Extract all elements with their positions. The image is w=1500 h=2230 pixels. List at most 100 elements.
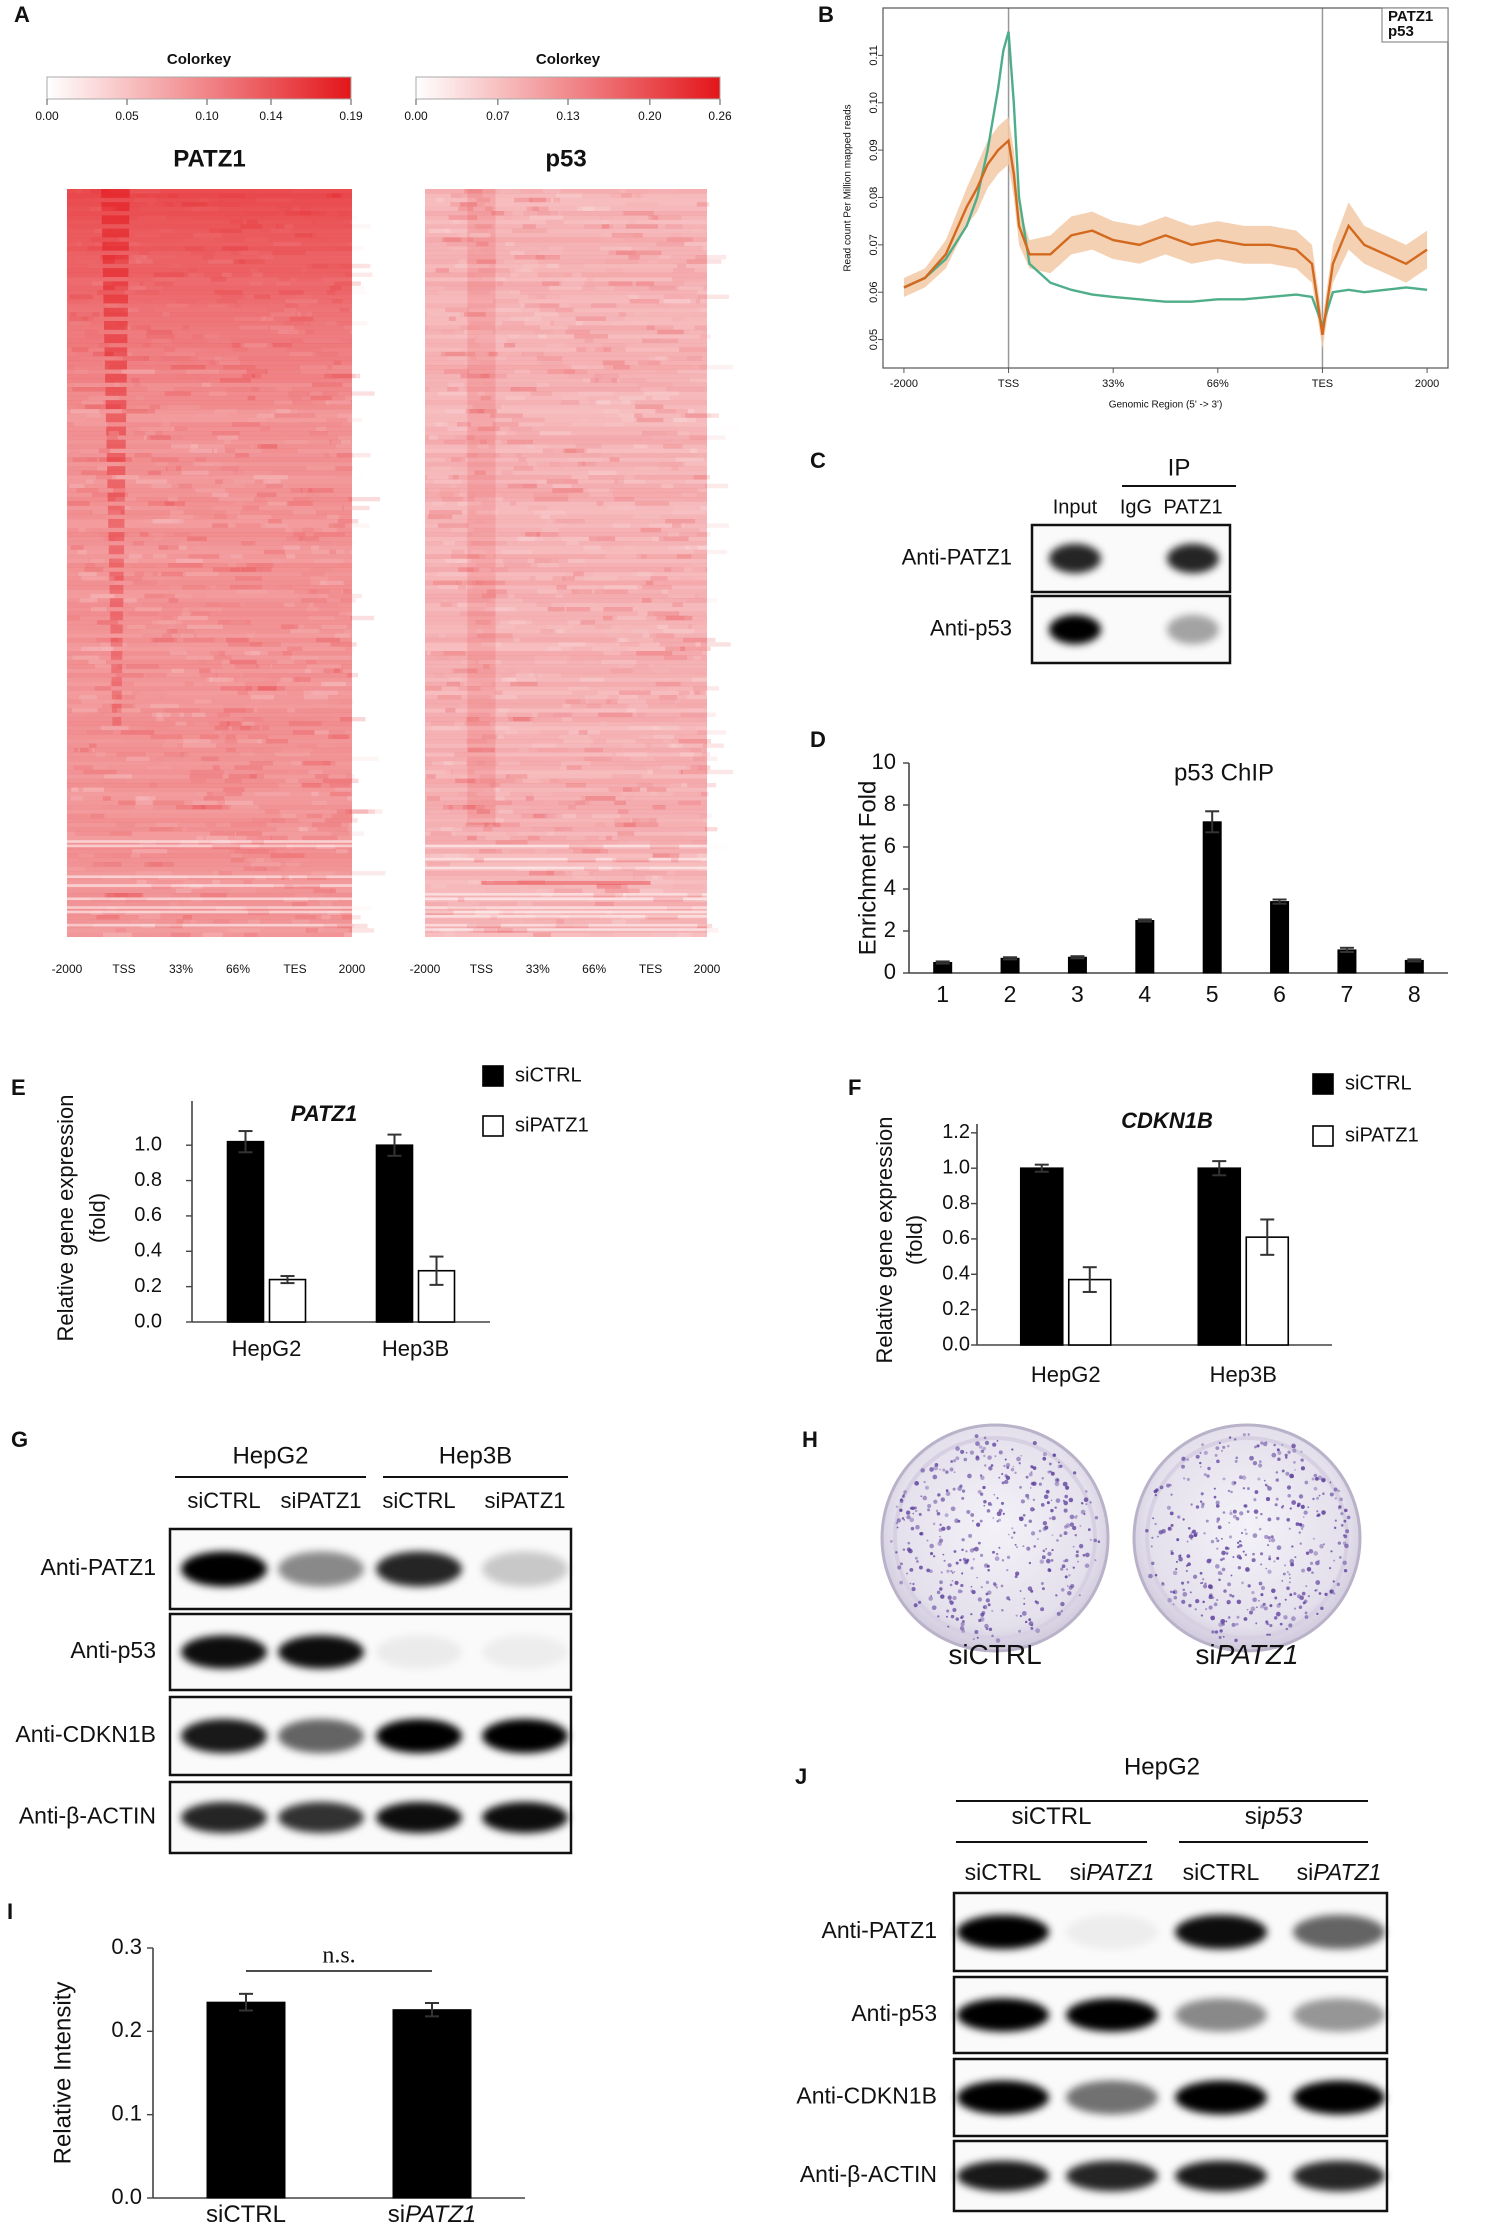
heatmap-cell	[578, 730, 588, 735]
heatmap-row	[425, 800, 707, 806]
colony	[1023, 1602, 1026, 1605]
colony	[1259, 1552, 1264, 1556]
colorkey-tick-label: 0.20	[638, 109, 662, 123]
colony	[1289, 1577, 1291, 1579]
colony	[1204, 1582, 1207, 1585]
heatmap-row	[425, 783, 707, 788]
blot-lane-label-part: PATZ1	[1086, 1859, 1154, 1885]
heatmap-cell	[563, 739, 594, 744]
heatmap-cell	[689, 646, 698, 651]
heatmap-cell	[594, 373, 620, 379]
colony	[1044, 1525, 1049, 1530]
heatmap-cell	[235, 576, 262, 581]
x-tick-label: 66%	[1207, 378, 1229, 390]
heatmap-cell	[501, 470, 513, 475]
y-tick-label: 0.07	[868, 234, 880, 255]
heatmap-cell	[547, 831, 554, 836]
heatmap-cell	[562, 281, 585, 286]
heatmap-cell	[629, 299, 660, 304]
heatmap-cell	[220, 686, 253, 691]
heatmap-cell	[305, 607, 319, 612]
heatmap-cell	[219, 602, 245, 607]
heatmap-cell	[190, 932, 223, 937]
heatmap-cell	[267, 501, 289, 506]
heatmap-cell	[349, 928, 375, 933]
heatmap-cell	[473, 567, 491, 572]
heatmap-cell	[149, 783, 158, 788]
heatmap-cell	[505, 395, 525, 401]
colony	[1225, 1620, 1228, 1623]
heatmap-cell	[349, 822, 378, 827]
colony	[1206, 1474, 1210, 1478]
heatmap-shade	[467, 189, 496, 825]
heatmap-cell	[212, 567, 241, 572]
colony	[1230, 1574, 1233, 1577]
heatmap-cell	[641, 598, 652, 603]
heatmap-cell	[306, 875, 327, 880]
x-tick-label: TSS	[998, 378, 1019, 390]
heatmap-cell	[329, 783, 351, 788]
heatmap-row	[425, 615, 707, 621]
heatmap-cell	[75, 831, 110, 836]
heatmap-cell	[299, 818, 326, 823]
colony	[1051, 1548, 1054, 1552]
y-tick-label: 10	[872, 749, 896, 774]
heatmap-cell	[313, 506, 342, 510]
heatmap-cell	[113, 523, 130, 527]
heatmap-row	[425, 910, 707, 914]
colony	[1216, 1598, 1219, 1602]
colony	[1312, 1497, 1315, 1501]
heatmap-cell	[640, 387, 667, 392]
colony	[1263, 1606, 1268, 1611]
colony	[1227, 1616, 1231, 1619]
heatmap-cell	[624, 765, 646, 769]
heatmap-cell	[254, 791, 290, 797]
heatmap-cell	[452, 219, 460, 225]
heatmap-cell	[606, 237, 625, 242]
colony	[1188, 1603, 1192, 1608]
colony	[1265, 1620, 1269, 1624]
colony	[946, 1609, 950, 1613]
heatmap-cell	[476, 629, 484, 634]
colony	[1176, 1538, 1180, 1542]
y-tick-label: 0.8	[134, 1169, 162, 1191]
heatmap-cell	[248, 849, 276, 854]
colony	[1042, 1549, 1046, 1553]
colony	[1237, 1566, 1241, 1570]
heatmap-cell	[291, 527, 323, 533]
heatmap-cell	[151, 457, 179, 462]
colony	[983, 1454, 986, 1457]
colony	[1231, 1480, 1237, 1486]
heatmap-row	[425, 668, 707, 674]
heatmap-cell	[330, 783, 351, 788]
colony	[1200, 1492, 1204, 1496]
colony	[998, 1476, 1001, 1479]
heatmap-cell	[553, 888, 583, 893]
colorkey	[46, 76, 352, 100]
heatmap-cell	[696, 202, 710, 207]
colony	[1172, 1590, 1176, 1594]
heatmap-cell	[230, 822, 267, 827]
y-tick-label: 0	[884, 959, 896, 984]
colony	[890, 1540, 893, 1543]
heatmap-cell	[565, 699, 587, 704]
colony	[1276, 1603, 1281, 1608]
heatmap-cell	[67, 866, 85, 871]
colony	[1068, 1497, 1074, 1503]
heatmap-peak	[110, 624, 123, 634]
colony	[933, 1499, 938, 1504]
heatmap-cell	[683, 637, 716, 643]
line	[903, 31, 1428, 330]
colony	[1051, 1515, 1056, 1521]
heatmap-row	[67, 752, 352, 757]
colony	[1299, 1542, 1302, 1545]
heatmap-cell	[683, 461, 708, 467]
heatmap-cell	[444, 932, 455, 937]
heatmap-cell	[74, 747, 89, 753]
heatmap-cell	[426, 312, 461, 317]
heatmap-cell	[667, 906, 693, 911]
colony	[1222, 1635, 1225, 1638]
heatmap-cell	[213, 655, 232, 660]
heatmap-cell	[430, 466, 451, 471]
colony	[946, 1525, 951, 1531]
